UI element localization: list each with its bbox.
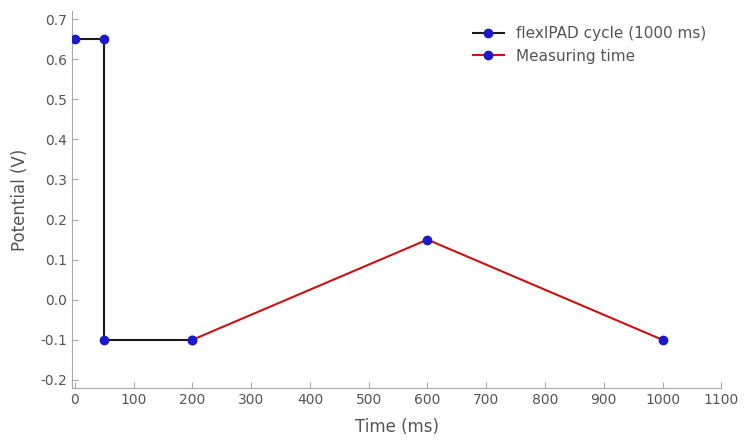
Measuring time <box>658 337 667 342</box>
Measuring time <box>188 337 197 342</box>
flexIPAD cycle (1000 ms) <box>100 37 109 42</box>
flexIPAD cycle (1000 ms) <box>70 37 80 42</box>
Measuring time <box>423 237 432 242</box>
X-axis label: Time (ms): Time (ms) <box>355 418 439 436</box>
Line: Measuring time: Measuring time <box>188 236 667 344</box>
flexIPAD cycle (1000 ms) <box>100 337 109 342</box>
flexIPAD cycle (1000 ms) <box>188 337 197 342</box>
Legend: flexIPAD cycle (1000 ms), Measuring time: flexIPAD cycle (1000 ms), Measuring time <box>465 19 714 72</box>
Y-axis label: Potential (V): Potential (V) <box>11 148 29 251</box>
Line: flexIPAD cycle (1000 ms): flexIPAD cycle (1000 ms) <box>70 35 196 344</box>
